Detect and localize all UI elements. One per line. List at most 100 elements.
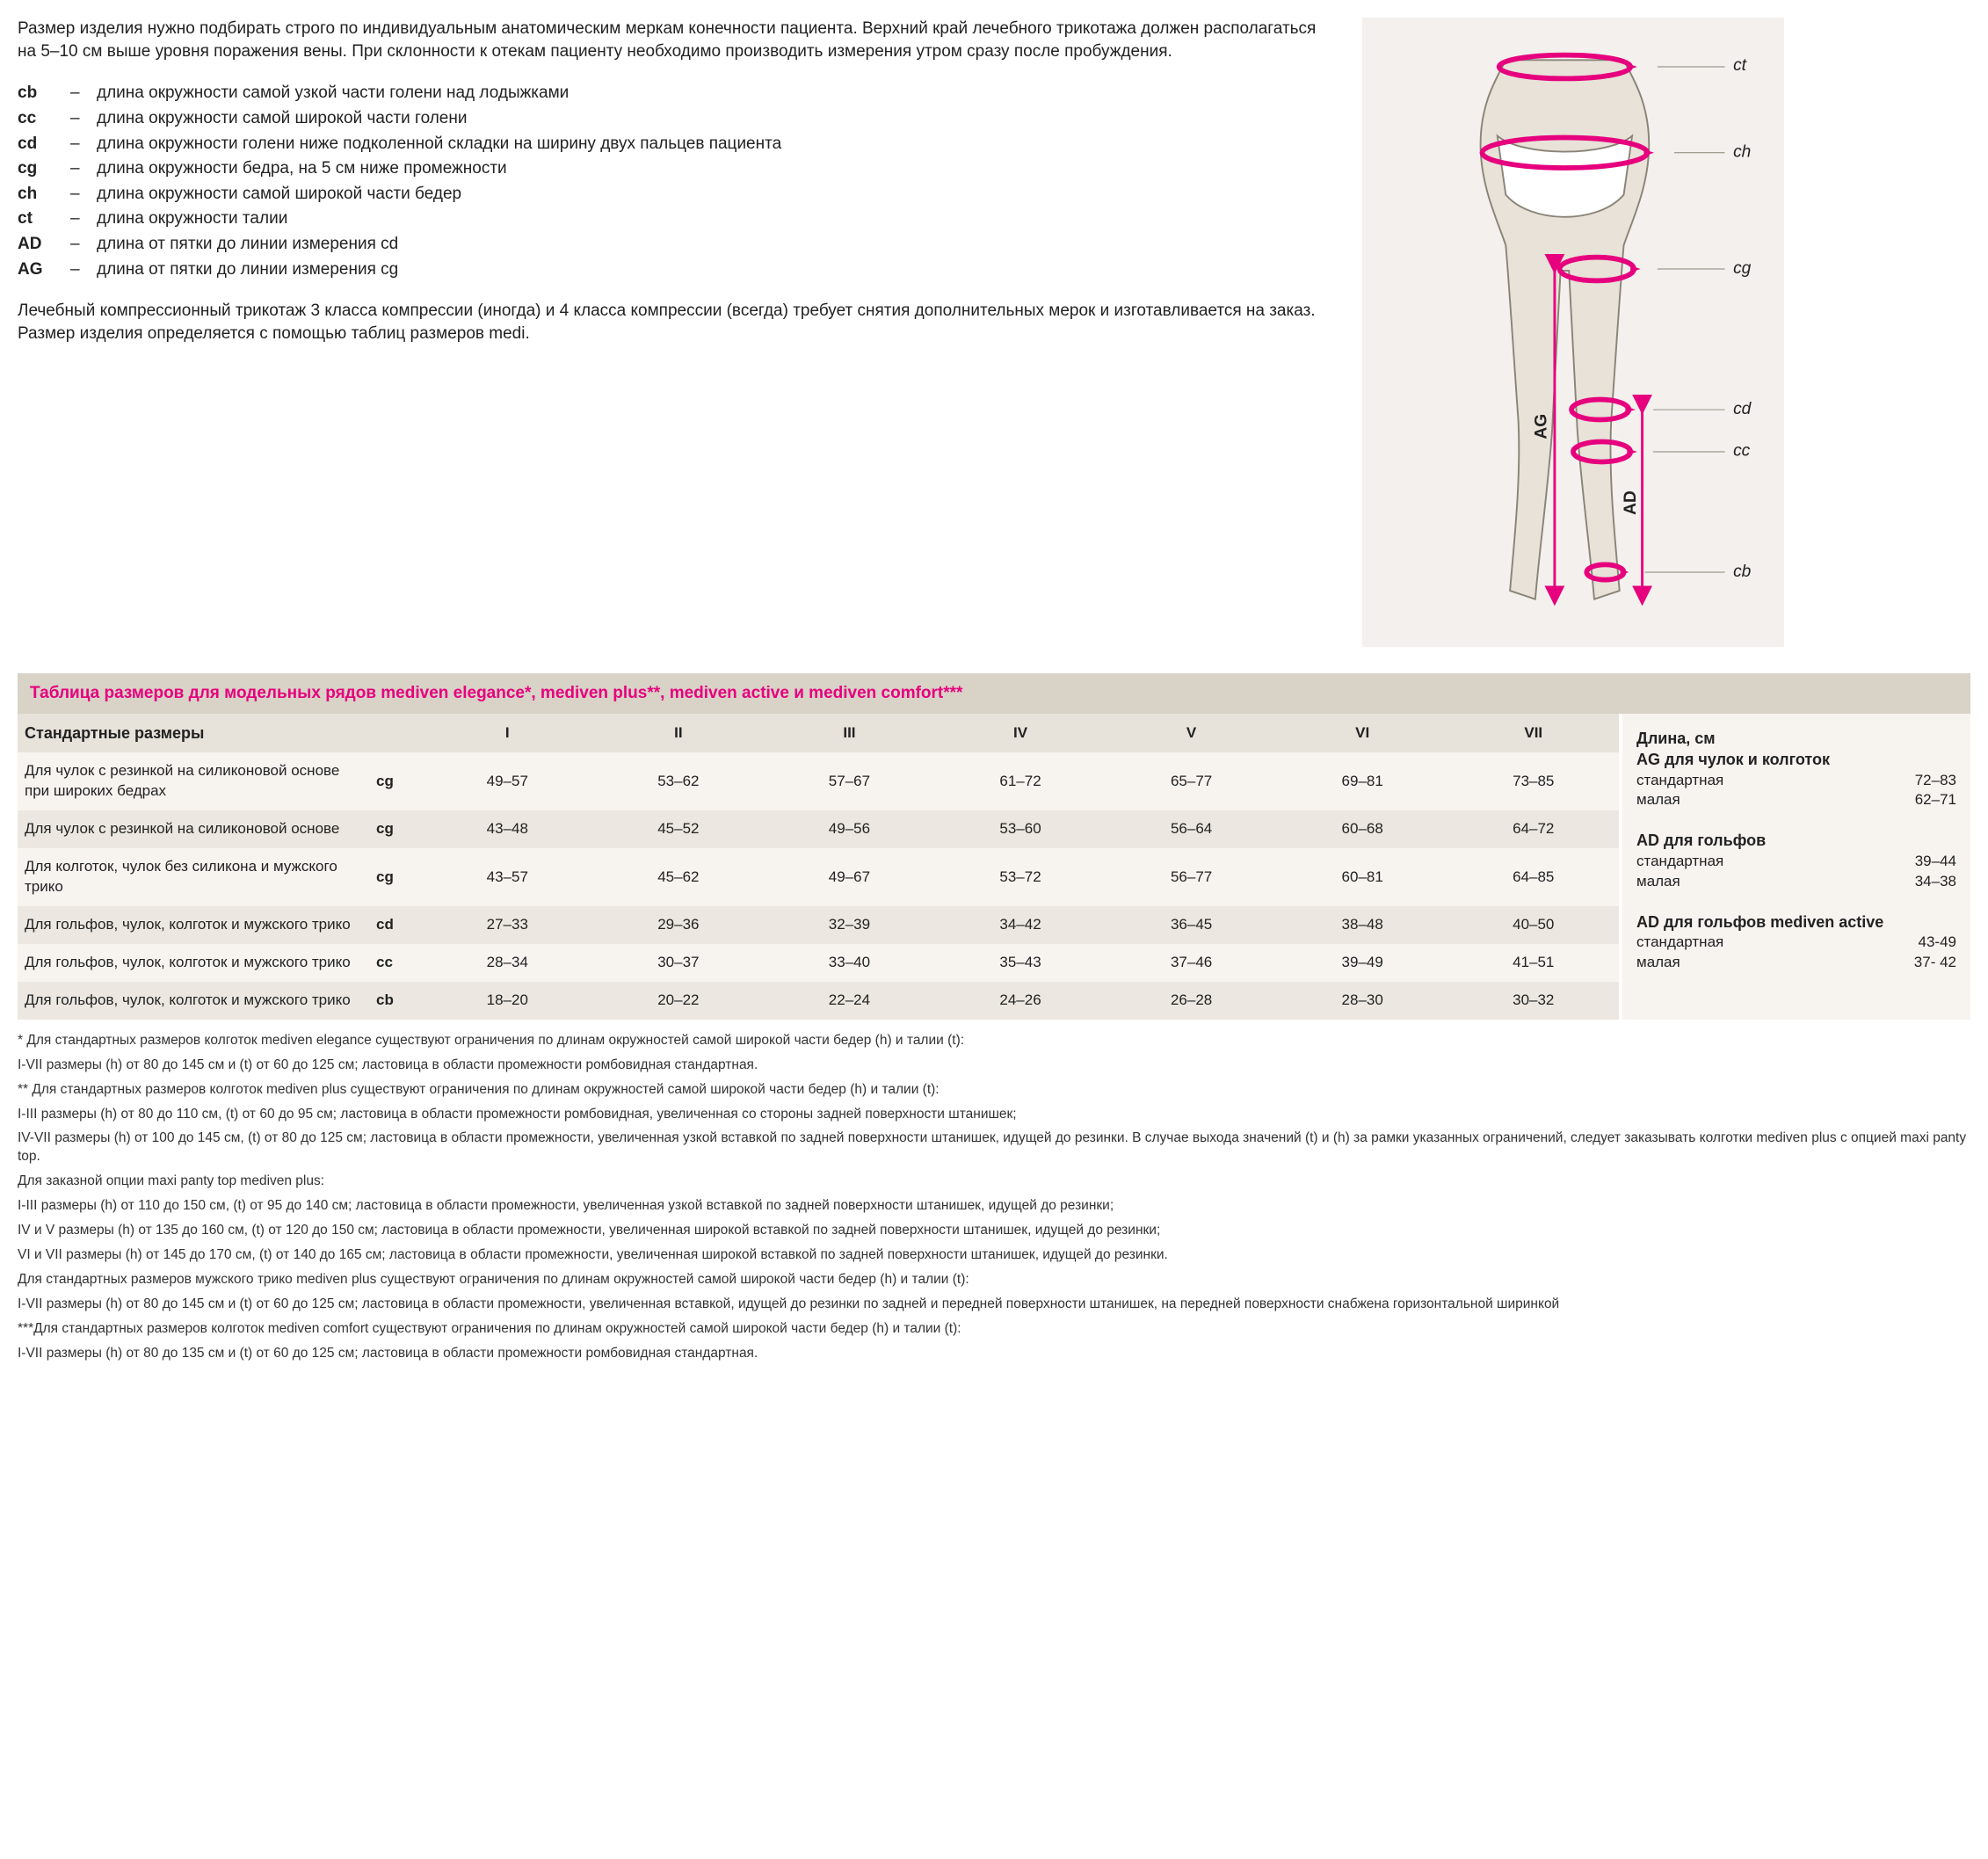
table-row: Для колготок, чулок без силикона и мужск…: [18, 848, 1619, 906]
footnote-line: IV-VII размеры (h) от 100 до 145 см, (t)…: [18, 1129, 1970, 1166]
svg-text:cg: cg: [1733, 259, 1752, 278]
size-cell: 65–77: [1106, 763, 1277, 801]
definition-row: ch–длина окружности самой широкой части …: [18, 183, 1336, 206]
size-cell: 34–42: [935, 906, 1106, 944]
size-cell: 56–77: [1106, 859, 1277, 897]
length-line: стандартная43-49: [1636, 933, 1956, 953]
size-cell: 53–60: [935, 810, 1106, 848]
size-cell: 22–24: [764, 982, 935, 1020]
table-row: Для гольфов, чулок, колготок и мужского …: [18, 906, 1619, 944]
definition-row: ct–длина окружности талии: [18, 207, 1336, 230]
size-table: Таблица размеров для модельных рядов med…: [18, 673, 1970, 1019]
row-desc: Для чулок с резинкой на силиконовой осно…: [18, 752, 369, 810]
definitions-list: cb–длина окружности самой узкой части го…: [18, 82, 1336, 280]
size-cell: 64–85: [1447, 859, 1619, 897]
def-label: ch: [18, 183, 62, 206]
definition-row: cg–длина окружности бедра, на 5 см ниже …: [18, 157, 1336, 180]
size-cell: 41–51: [1447, 944, 1619, 982]
size-cell: 24–26: [935, 982, 1106, 1020]
size-cell: 57–67: [764, 763, 935, 801]
row-measure: cb: [369, 982, 422, 1020]
def-label: AG: [18, 258, 62, 281]
def-text: длина окружности самой широкой части гол…: [97, 107, 1336, 130]
size-cell: 36–45: [1106, 906, 1277, 944]
def-label: cc: [18, 107, 62, 130]
footnotes: * Для стандартных размеров колготок medi…: [18, 1032, 1970, 1363]
intro-paragraph: Размер изделия нужно подбирать строго по…: [18, 18, 1336, 62]
size-cell: 27–33: [422, 906, 593, 944]
size-cell: 40–50: [1447, 906, 1619, 944]
footnote-line: VI и VII размеры (h) от 145 до 170 см, (…: [18, 1246, 1970, 1265]
length-line: стандартная39–44: [1636, 852, 1956, 872]
size-cell: 28–30: [1277, 982, 1448, 1020]
footnote-line: I-VII размеры (h) от 80 до 145 см и (t) …: [18, 1057, 1970, 1075]
size-cell: 49–57: [422, 763, 593, 801]
size-cell: 30–37: [593, 944, 765, 982]
size-cell: 45–52: [593, 810, 765, 848]
definition-row: cd–длина окружности голени ниже подколен…: [18, 133, 1336, 156]
size-cell: 60–81: [1277, 859, 1448, 897]
length-block: AD для гольфов mediven activeстандартная…: [1636, 911, 1956, 973]
size-cell: 38–48: [1277, 906, 1448, 944]
size-cell: 60–68: [1277, 810, 1448, 848]
measurement-diagram: AG AD ct ch cg cd cc cb: [1362, 18, 1784, 647]
def-label: cd: [18, 133, 62, 156]
length-line: малая62–71: [1636, 790, 1956, 810]
row-desc: Для гольфов, чулок, колготок и мужского …: [18, 982, 369, 1020]
footnote-line: I-VII размеры (h) от 80 до 135 см и (t) …: [18, 1345, 1970, 1363]
row-desc: Для гольфов, чулок, колготок и мужского …: [18, 944, 369, 982]
svg-text:cc: cc: [1733, 442, 1751, 461]
length-block: AG для чулок и колготокстандартная72–83м…: [1636, 749, 1956, 810]
length-title: AG для чулок и колготок: [1636, 749, 1956, 770]
size-cell: 56–64: [1106, 810, 1277, 848]
def-text: длина окружности самой узкой части голен…: [97, 82, 1336, 105]
def-text: длина окружности голени ниже подколенной…: [97, 133, 1336, 156]
row-desc: Для гольфов, чулок, колготок и мужского …: [18, 906, 369, 944]
size-cell: 43–48: [422, 810, 593, 848]
header-length: Длина, см: [1636, 728, 1956, 749]
footnote-line: Для стандартных размеров мужского трико …: [18, 1271, 1970, 1289]
footnote-line: I-III размеры (h) от 80 до 110 см, (t) о…: [18, 1106, 1970, 1124]
def-label: cg: [18, 157, 62, 180]
length-line: стандартная72–83: [1636, 771, 1956, 791]
def-text: длина окружности самой широкой части бед…: [97, 183, 1336, 206]
footnote-line: ** Для стандартных размеров колготок med…: [18, 1081, 1970, 1100]
definition-row: cb–длина окружности самой узкой части го…: [18, 82, 1336, 105]
svg-text:AG: AG: [1532, 414, 1550, 439]
def-text: длина от пятки до линии измерения cd: [97, 233, 1336, 256]
footnote-line: I-III размеры (h) от 110 до 150 см, (t) …: [18, 1197, 1970, 1216]
size-cell: 73–85: [1447, 763, 1619, 801]
size-cell: 18–20: [422, 982, 593, 1020]
length-line: малая37- 42: [1636, 953, 1956, 973]
footnote-line: I-VII размеры (h) от 80 до 145 см и (t) …: [18, 1296, 1970, 1314]
size-cell: 45–62: [593, 859, 765, 897]
length-line: малая34–38: [1636, 872, 1956, 892]
length-block: AD для гольфовстандартная39–44малая34–38: [1636, 830, 1956, 891]
table-row: Для чулок с резинкой на силиконовой осно…: [18, 810, 1619, 848]
row-measure: cc: [369, 944, 422, 982]
size-cell: 33–40: [764, 944, 935, 982]
svg-text:ct: ct: [1733, 56, 1747, 75]
length-title: AD для гольфов: [1636, 830, 1956, 851]
def-text: длина окружности бедра, на 5 см ниже про…: [97, 157, 1336, 180]
svg-text:cd: cd: [1733, 400, 1752, 418]
row-desc: Для чулок с резинкой на силиконовой осно…: [18, 810, 369, 848]
row-measure: cg: [369, 859, 422, 897]
footnote-line: ***Для стандартных размеров колготок med…: [18, 1320, 1970, 1339]
row-desc: Для колготок, чулок без силикона и мужск…: [18, 848, 369, 906]
def-text: длина от пятки до линии измерения cg: [97, 258, 1336, 281]
size-cell: 20–22: [593, 982, 765, 1020]
definition-row: cc–длина окружности самой широкой части …: [18, 107, 1336, 130]
size-cell: 53–62: [593, 763, 765, 801]
def-text: длина окружности талии: [97, 207, 1336, 230]
def-label: cb: [18, 82, 62, 105]
size-cell: 29–36: [593, 906, 765, 944]
table-row: Для гольфов, чулок, колготок и мужского …: [18, 982, 1619, 1020]
table-row: Для гольфов, чулок, колготок и мужского …: [18, 944, 1619, 982]
size-cell: 64–72: [1447, 810, 1619, 848]
svg-text:AD: AD: [1622, 490, 1640, 515]
row-measure: cd: [369, 906, 422, 944]
size-cell: 39–49: [1277, 944, 1448, 982]
footnote-line: * Для стандартных размеров колготок medi…: [18, 1032, 1970, 1050]
size-cell: 32–39: [764, 906, 935, 944]
